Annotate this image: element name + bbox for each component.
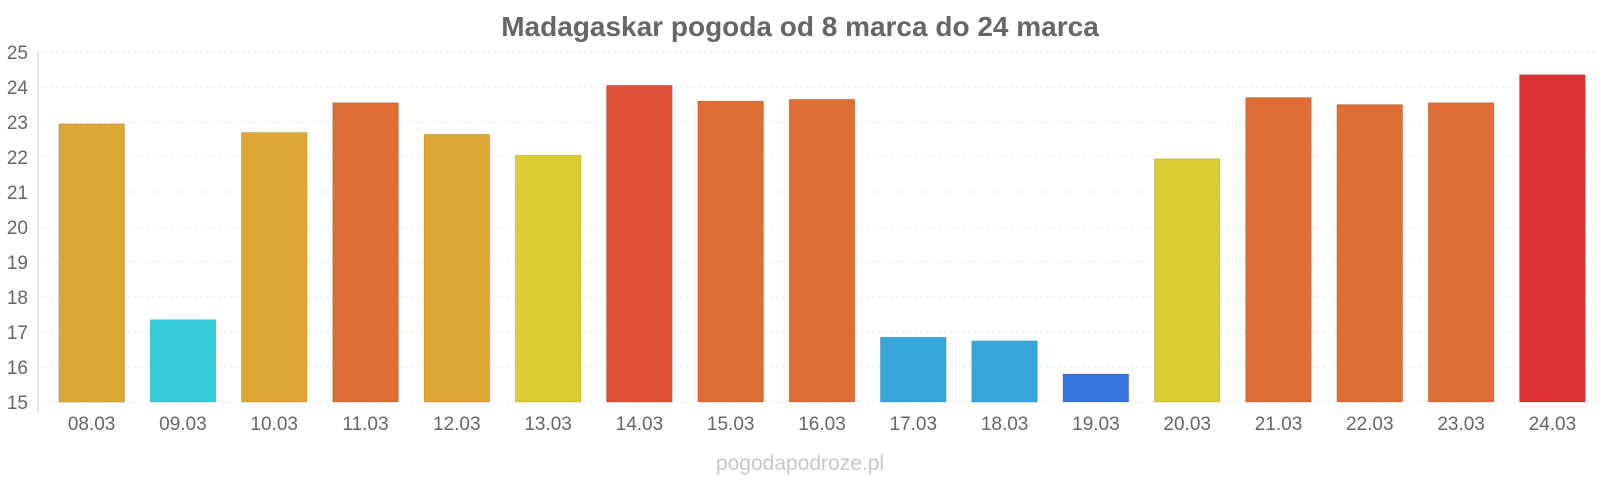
y-tick-label: 20 — [7, 218, 28, 239]
bar-15.03 — [697, 100, 764, 403]
y-tick-label: 23 — [7, 113, 28, 134]
x-tick-label: 23.03 — [1437, 414, 1485, 435]
bar-18.03 — [971, 340, 1038, 403]
y-tick-label: 17 — [7, 323, 28, 344]
bar-12.03 — [423, 133, 491, 403]
bar-17.03 — [879, 336, 947, 403]
x-tick-label: 08.03 — [68, 414, 116, 435]
watermark: pogodapodroze.pl — [716, 452, 884, 475]
bar-21.03 — [1245, 97, 1312, 403]
x-tick-label: 14.03 — [616, 414, 664, 435]
bar-23.03 — [1427, 102, 1495, 403]
x-tick-label: 19.03 — [1072, 414, 1120, 435]
y-tick-label: 16 — [7, 358, 28, 379]
bar-08.03 — [58, 123, 125, 403]
bar-09.03 — [149, 319, 217, 403]
x-tick-label: 16.03 — [798, 414, 846, 435]
y-tick-label: 25 — [7, 43, 28, 64]
x-tick-label: 11.03 — [342, 414, 388, 435]
x-tick-label: 15.03 — [707, 414, 755, 435]
y-axis-tick-labels: 15 16 17 18 19 20 21 22 23 24 25 — [7, 43, 29, 414]
bar-24.03 — [1519, 74, 1586, 403]
bar-20.03 — [1153, 158, 1221, 403]
y-tick-label: 24 — [7, 78, 29, 99]
x-tick-label: 21.03 — [1255, 414, 1303, 435]
y-tick-label: 15 — [7, 393, 28, 414]
x-tick-label: 18.03 — [981, 414, 1029, 435]
x-tick-label: 22.03 — [1346, 414, 1394, 435]
x-tick-label: 20.03 — [1163, 414, 1211, 435]
bar-19.03 — [1062, 373, 1130, 403]
bar-10.03 — [240, 132, 308, 403]
y-tick-label: 19 — [7, 253, 28, 274]
bar-14.03 — [606, 84, 673, 403]
x-axis-tick-labels: 08.03 09.03 10.03 11.03 12.03 13.03 14.03 15.03… — [68, 414, 1576, 435]
y-tick-label: 22 — [7, 148, 28, 169]
bar-16.03 — [788, 98, 856, 403]
chart-title: Madagaskar pogoda od 8 marca do 24 marca — [501, 11, 1099, 42]
x-tick-label: 24.03 — [1529, 414, 1577, 435]
bar-22.03 — [1336, 104, 1404, 403]
y-tick-label: 18 — [7, 288, 28, 309]
y-tick-label: 21 — [7, 183, 28, 204]
bar-13.03 — [514, 154, 582, 403]
x-tick-label: 17.03 — [890, 414, 938, 435]
bars — [58, 74, 1586, 403]
x-tick-label: 10.03 — [250, 414, 298, 435]
x-tick-label: 09.03 — [159, 414, 207, 435]
x-tick-label: 13.03 — [524, 414, 572, 435]
x-tick-label: 12.03 — [433, 414, 481, 435]
bar-11.03 — [332, 102, 399, 403]
